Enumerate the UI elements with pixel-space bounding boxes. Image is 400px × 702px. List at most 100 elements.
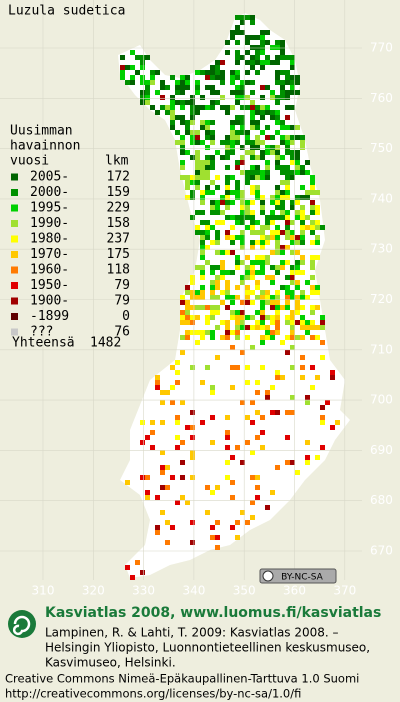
cell bbox=[190, 280, 195, 285]
cell bbox=[295, 165, 300, 170]
cell bbox=[275, 100, 280, 105]
cell bbox=[215, 235, 220, 240]
cell bbox=[285, 210, 290, 215]
cell bbox=[195, 225, 200, 230]
cell bbox=[290, 345, 295, 350]
cell bbox=[290, 60, 295, 65]
cell bbox=[205, 330, 210, 335]
cell bbox=[200, 235, 205, 240]
cell bbox=[205, 185, 210, 190]
x-axis-label: 330 bbox=[132, 584, 155, 598]
cell bbox=[265, 300, 270, 305]
legend-swatch bbox=[11, 328, 18, 336]
cell bbox=[225, 475, 230, 480]
cell bbox=[220, 335, 225, 340]
cell bbox=[250, 200, 255, 205]
cell bbox=[260, 170, 265, 175]
cell bbox=[210, 415, 215, 420]
total-count: 1482 bbox=[90, 336, 121, 351]
cell bbox=[255, 390, 260, 395]
cell bbox=[175, 420, 180, 425]
cell bbox=[150, 430, 155, 435]
cell bbox=[220, 80, 225, 85]
cell bbox=[295, 75, 300, 80]
cell bbox=[165, 485, 170, 490]
legend-swatch bbox=[11, 173, 18, 181]
y-axis-label: 760 bbox=[370, 91, 393, 105]
cell bbox=[270, 230, 275, 235]
cell bbox=[290, 365, 295, 370]
cell bbox=[260, 140, 265, 145]
cell bbox=[220, 105, 225, 110]
cell bbox=[200, 295, 205, 300]
cell bbox=[290, 125, 295, 130]
cell bbox=[215, 275, 220, 280]
cell bbox=[230, 315, 235, 320]
cell bbox=[245, 440, 250, 445]
cell bbox=[140, 65, 145, 70]
cell bbox=[250, 225, 255, 230]
cell bbox=[205, 70, 210, 75]
cell bbox=[275, 290, 280, 295]
cell bbox=[215, 325, 220, 330]
cell bbox=[265, 215, 270, 220]
cell bbox=[300, 140, 305, 145]
cell bbox=[270, 235, 275, 240]
cell bbox=[210, 105, 215, 110]
cell bbox=[260, 365, 265, 370]
cell bbox=[240, 230, 245, 235]
cell bbox=[190, 275, 195, 280]
cell bbox=[295, 250, 300, 255]
cell bbox=[275, 60, 280, 65]
cell bbox=[245, 35, 250, 40]
cell bbox=[270, 250, 275, 255]
cell bbox=[230, 455, 235, 460]
cell bbox=[195, 110, 200, 115]
cell bbox=[210, 335, 215, 340]
cell bbox=[310, 305, 315, 310]
cell bbox=[310, 310, 315, 315]
cell bbox=[225, 155, 230, 160]
cell bbox=[240, 400, 245, 405]
legend-swatch bbox=[11, 220, 18, 227]
legend-count: 172 bbox=[107, 170, 130, 185]
cell bbox=[290, 155, 295, 160]
cell bbox=[215, 75, 220, 80]
cell bbox=[185, 310, 190, 315]
cell bbox=[170, 125, 175, 130]
cell bbox=[265, 145, 270, 150]
cell bbox=[260, 195, 265, 200]
y-axis-label: 700 bbox=[370, 393, 393, 407]
cell bbox=[255, 325, 260, 330]
cell bbox=[305, 225, 310, 230]
cell bbox=[285, 70, 290, 75]
citation: Helsingin Yliopisto, Luonnontieteellinen… bbox=[45, 641, 370, 655]
cell bbox=[215, 100, 220, 105]
cell bbox=[285, 300, 290, 305]
cell bbox=[315, 290, 320, 295]
cell bbox=[285, 260, 290, 265]
cell bbox=[270, 410, 275, 415]
cell bbox=[255, 310, 260, 315]
cell bbox=[305, 215, 310, 220]
cell bbox=[310, 220, 315, 225]
cell bbox=[255, 120, 260, 125]
cell bbox=[265, 105, 270, 110]
cell bbox=[220, 320, 225, 325]
cell bbox=[290, 55, 295, 60]
cell bbox=[270, 220, 275, 225]
cell bbox=[175, 115, 180, 120]
cell bbox=[275, 185, 280, 190]
cell bbox=[140, 100, 145, 105]
cell bbox=[200, 270, 205, 275]
cell bbox=[225, 185, 230, 190]
cell bbox=[265, 240, 270, 245]
cell bbox=[275, 40, 280, 45]
cell bbox=[205, 320, 210, 325]
cell bbox=[275, 250, 280, 255]
cell bbox=[220, 265, 225, 270]
cell bbox=[280, 205, 285, 210]
cell bbox=[280, 95, 285, 100]
cell bbox=[165, 105, 170, 110]
cell bbox=[240, 190, 245, 195]
